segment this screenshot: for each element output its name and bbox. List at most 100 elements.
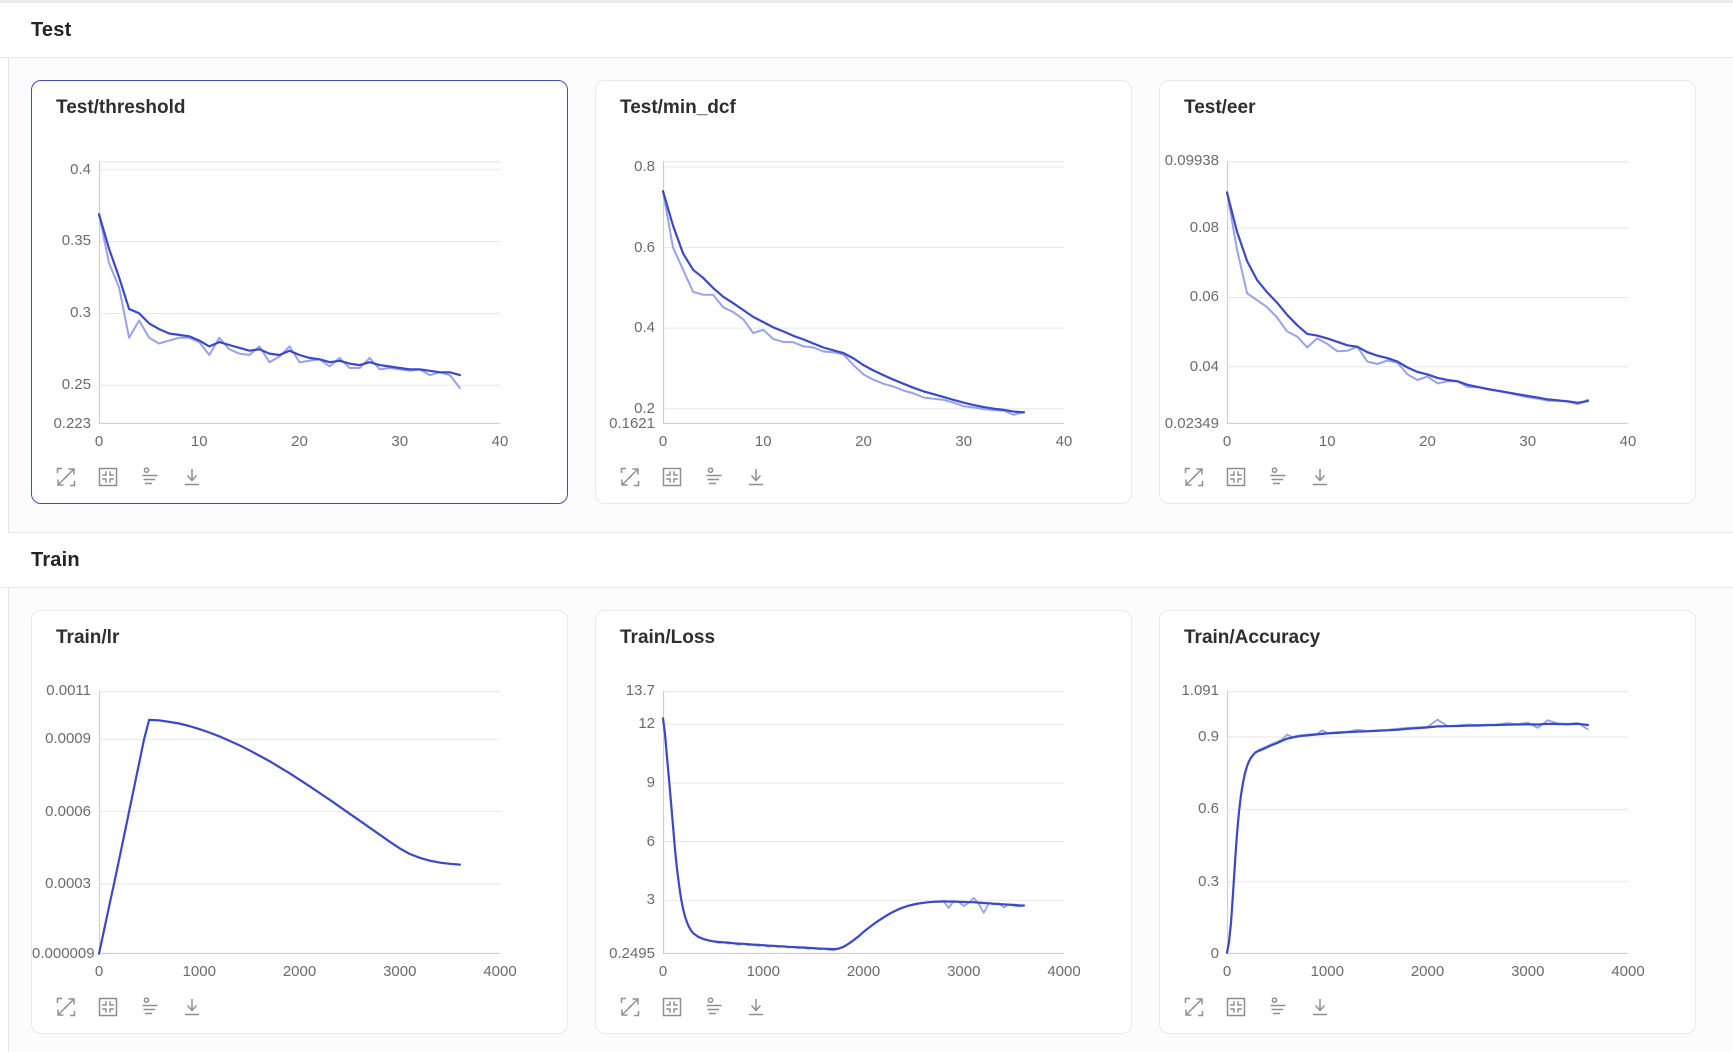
- section-title: Train: [31, 548, 80, 571]
- x-tick-label: 1000: [746, 963, 780, 980]
- x-tick-label: 2000: [282, 963, 317, 980]
- chart-toolbar: [618, 465, 768, 489]
- series-raw: [1226, 718, 1589, 954]
- x-tick-label: 2000: [846, 963, 881, 980]
- download-icon[interactable]: [1308, 465, 1332, 489]
- y-tick-label: 0.35: [61, 232, 91, 250]
- x-tick-label: 40: [1055, 433, 1073, 450]
- x-tick-label: 30: [391, 433, 409, 450]
- y-tick-label: 0.4: [70, 160, 91, 178]
- chart-toolbar: [1182, 995, 1332, 1019]
- chart-card[interactable]: Test/eer 0.09938 0.08 0.06 0.04 0.02349 0 10 20…: [1159, 80, 1696, 504]
- expand-icon[interactable]: [54, 465, 78, 489]
- y-tick-label: 0.0009: [45, 730, 91, 748]
- y-tick-label: 0.2495: [609, 945, 655, 962]
- expand-icon[interactable]: [1182, 995, 1206, 1019]
- fit-screen-icon[interactable]: [1224, 995, 1248, 1019]
- x-tick-label: 3000: [383, 963, 417, 980]
- expand-icon[interactable]: [54, 995, 78, 1019]
- y-tick-label: 0.02349: [1164, 415, 1219, 432]
- x-tick-label: 0: [658, 963, 668, 980]
- fit-screen-icon[interactable]: [660, 995, 684, 1019]
- x-tick-label: 20: [291, 433, 308, 450]
- smoothing-icon[interactable]: [702, 995, 726, 1019]
- x-tick-label: 20: [1419, 433, 1436, 450]
- y-tick-label: 13.7: [625, 682, 655, 699]
- y-tick-label: 0.223: [53, 415, 91, 432]
- y-tick-label: 0.0011: [46, 682, 91, 699]
- x-tick-label: 2000: [1410, 963, 1445, 980]
- y-tick-label: 0.3: [1198, 872, 1219, 890]
- chart-plot[interactable]: [661, 161, 1064, 424]
- chart-plot[interactable]: [97, 161, 500, 424]
- chart-toolbar: [54, 465, 204, 489]
- chart-title: Test/min_dcf: [620, 97, 736, 118]
- download-icon[interactable]: [744, 465, 768, 489]
- chart-card[interactable]: Train/Loss 13.7 12 9 6 3 0.2495 0 1000 2000 3000 4…: [595, 610, 1132, 1034]
- chart-title: Test/eer: [1184, 97, 1256, 118]
- x-tick-label: 0: [1222, 433, 1232, 450]
- x-tick-label: 0: [94, 963, 104, 980]
- chart-card[interactable]: Train/lr 0.0011 0.0009 0.0006 0.0003 0.00000…: [31, 610, 568, 1034]
- chart-toolbar: [54, 995, 204, 1019]
- y-tick-label: 1.091: [1181, 682, 1219, 699]
- y-tick-label: 12: [638, 715, 655, 733]
- chart-toolbar: [618, 995, 768, 1019]
- series-smoothed: [97, 213, 461, 377]
- fit-screen-icon[interactable]: [96, 465, 120, 489]
- expand-icon[interactable]: [618, 995, 642, 1019]
- download-icon[interactable]: [1308, 995, 1332, 1019]
- smoothing-icon[interactable]: [1266, 465, 1290, 489]
- y-tick-label: 0.8: [634, 158, 655, 176]
- fit-screen-icon[interactable]: [96, 995, 120, 1019]
- smoothing-icon[interactable]: [138, 465, 162, 489]
- series-lr: [97, 718, 461, 955]
- fit-screen-icon[interactable]: [660, 465, 684, 489]
- x-tick-label: 3000: [947, 963, 981, 980]
- expand-icon[interactable]: [618, 465, 642, 489]
- chart-card[interactable]: Test/threshold 0.4 0.35 0.3 0.25 0.223 0 10 20 3…: [31, 80, 568, 504]
- section-train: Train Train/lr 0.0011 0.0009 0.0006 0.0003 0…: [0, 533, 1733, 1052]
- x-tick-label: 10: [754, 433, 772, 450]
- series-smoothed: [1225, 722, 1589, 954]
- y-tick-label: 0.2: [634, 399, 655, 417]
- series-smoothed: [661, 190, 1025, 414]
- download-icon[interactable]: [744, 995, 768, 1019]
- chart-toolbar: [1182, 465, 1332, 489]
- y-tick-label: 0.25: [61, 376, 91, 394]
- chart-plot[interactable]: [97, 691, 500, 955]
- y-tick-label: 9: [646, 773, 655, 791]
- section-train-content: Train/lr 0.0011 0.0009 0.0006 0.0003 0.00000…: [8, 588, 1733, 1052]
- x-tick-label: 0: [658, 433, 668, 450]
- series-smoothed: [1225, 191, 1589, 404]
- x-tick-label: 10: [190, 433, 208, 450]
- download-icon[interactable]: [180, 465, 204, 489]
- y-tick-label: 0.1621: [609, 415, 655, 432]
- smoothing-icon[interactable]: [138, 995, 162, 1019]
- y-tick-label: 0.6: [1198, 800, 1219, 818]
- x-tick-label: 30: [1519, 433, 1537, 450]
- smoothing-icon[interactable]: [1266, 995, 1290, 1019]
- series-smoothed: [661, 717, 1025, 951]
- x-tick-label: 30: [955, 433, 973, 450]
- y-tick-label: 0.08: [1189, 219, 1219, 237]
- chart-plot[interactable]: [1225, 161, 1628, 424]
- y-tick-label: 3: [646, 891, 655, 909]
- chart-plot[interactable]: [1225, 691, 1628, 954]
- y-tick-label: 0.04: [1189, 357, 1219, 375]
- chart-card[interactable]: Test/min_dcf 0.8 0.6 0.4 0.2 0.1621 0 10 20 30 40: [595, 80, 1132, 504]
- card-row: Test/threshold 0.4 0.35 0.3 0.25 0.223 0 10 20 3…: [31, 80, 1713, 504]
- series-raw: [1226, 191, 1589, 406]
- fit-screen-icon[interactable]: [1224, 465, 1248, 489]
- series-raw: [662, 717, 1025, 952]
- expand-icon[interactable]: [1182, 465, 1206, 489]
- smoothing-icon[interactable]: [702, 465, 726, 489]
- chart-card[interactable]: Train/Accuracy 1.091 0.9 0.6 0.3 0 0 1000 2000 3…: [1159, 610, 1696, 1034]
- x-tick-label: 1000: [1310, 963, 1344, 980]
- chart-plot[interactable]: [661, 691, 1064, 954]
- chart-title: Train/Accuracy: [1184, 627, 1321, 648]
- series-raw: [98, 213, 461, 390]
- y-tick-label: 0.6: [634, 238, 655, 256]
- y-tick-label: 0.4: [634, 319, 655, 337]
- download-icon[interactable]: [180, 995, 204, 1019]
